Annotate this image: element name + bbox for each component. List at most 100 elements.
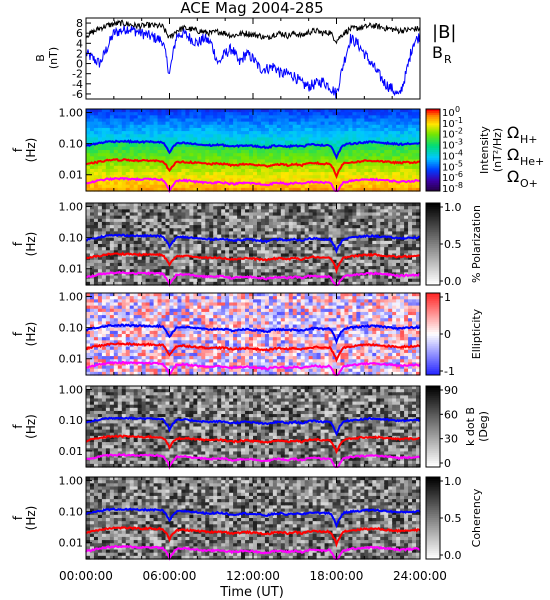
intensity-colorbar-label: Intensity [478,126,491,174]
polarization-colorbar [426,203,440,286]
ellipticity-h-plus-line [85,323,421,345]
intensity-colorbar-tick-label: 10 [442,119,455,130]
intensity-he-plus-line [85,158,421,180]
intensity-colorbar-tick-label: 10 [442,184,455,195]
coherency-y-label-unit: (Hz) [24,506,38,531]
intensity-colorbar-frame [425,108,441,192]
legend-omega-he-plus-sub: He+ [520,155,544,168]
intensity-colorbar-tick-label: 10 [442,151,455,162]
kdotb-y-tick-label: 1.00 [59,384,84,397]
ellipticity-y-label: f [11,331,25,336]
kdotb-colorbar [426,386,440,468]
intensity-colorbar-tick-label: 10 [442,173,455,184]
legend-omega-h-plus-sub: H+ [520,133,538,146]
legend-b-radial: B [432,43,443,62]
coherency-he-plus-line [85,526,421,548]
field-y-tick-label: 6 [76,27,83,40]
coherency-y-tick-label: 0.10 [59,506,84,519]
polarization-colorbar-tick-label: 1.0 [444,201,462,214]
kdotb-colorbar-tick-label: 90 [444,384,458,397]
polarization-h-plus-line [85,233,420,254]
polarization-y-tick-label: 0.01 [59,263,84,276]
field-y-label-unit: (nT) [47,47,60,69]
kdotb-colorbar-label: k dot B [464,407,477,446]
intensity-y-label-unit: (Hz) [24,138,38,163]
spectrogram-images [86,109,440,560]
kdotb-h-plus-line [85,416,421,437]
kdotb-colorbar-tick-label: 60 [444,408,458,421]
coherency-y-tick-label: 0.01 [59,537,84,550]
field-y-tick-label: -4 [72,78,83,91]
intensity-y-tick-label: 0.10 [59,138,84,151]
x-tick-label: 00:00:00 [59,569,113,583]
x-tick-label: 12:00:00 [226,569,280,583]
ellipticity-y-tick-label: 1.00 [59,291,84,304]
intensity-colorbar-tick-label: 10 [442,162,455,173]
coherency-colorbar-tick-label: 1.0 [444,475,462,488]
kdotb-o-plus-line [85,453,421,470]
coherency-o-plus-line [85,544,421,561]
intensity-h-plus-line [85,139,421,160]
ellipticity-he-plus-line [85,341,421,363]
ellipticity-o-plus-line [85,360,421,377]
coherency-colorbar-tick-label: 0.5 [444,512,462,525]
figure-title: ACE Mag 2004-285 [180,0,323,17]
axes-layer [85,17,443,560]
polarization-y-label: f [11,241,25,246]
kdotb-colorbar-tick-label: 0 [444,457,451,470]
kdotb-colorbar-label-unit: (Deg) [477,411,490,442]
ellipticity-colorbar-tick-label: 0 [444,328,451,341]
ellipticity-y-tick-label: 0.10 [59,322,84,335]
polarization-y-tick-label: 0.10 [59,232,84,245]
ellipticity-y-label-unit: (Hz) [24,322,38,347]
intensity-y-tick-label: 0.01 [59,169,84,182]
x-tick-label: 24:00:00 [393,569,447,583]
field-y-tick-label: 0 [76,58,83,71]
kdotb-colorbar-frame [425,385,441,468]
intensity-colorbar-tick-label: 10 [442,108,455,119]
coherency-y-tick-label: 1.00 [59,475,84,488]
ellipticity-colorbar-tick-label: 1 [444,291,451,304]
field-y-tick-label: -2 [72,68,83,81]
coherency-h-plus-line [85,507,421,529]
polarization-he-plus-line [85,251,421,275]
coherency-colorbar-label: Coherency [470,488,483,547]
x-tick-label: 18:00:00 [310,569,364,583]
polarization-o-plus-line [85,270,421,287]
intensity-colorbar-tick-label: 10 [442,130,455,141]
kdotb-colorbar-tick-label: 30 [444,433,458,446]
coherency-colorbar [426,477,440,560]
kdotb-y-tick-label: 0.01 [59,445,84,458]
intensity-colorbar-label-unit: (nT²/Hz) [491,128,504,172]
legend-b-total: |B| [432,22,456,43]
intensity-colorbar-tick-exponent: -5 [455,159,463,168]
kdotb-y-tick-label: 0.10 [59,414,84,427]
coherency-y-label: f [11,515,25,520]
ellipticity-colorbar [426,293,440,376]
legend-b-radial-sub: R [444,53,452,66]
intensity-colorbar [426,109,440,192]
intensity-colorbar-tick-exponent: 0 [455,105,460,114]
intensity-colorbar-tick-exponent: -8 [455,181,463,190]
field-y-tick-label: 2 [76,47,83,60]
series-b-radial-line [85,24,421,99]
field-y-tick-label: 8 [76,17,83,30]
intensity-colorbar-tick-exponent: -4 [455,148,463,157]
polarization-colorbar-tick-label: 0.0 [444,275,462,288]
ellipticity-colorbar-tick-label: -1 [444,365,455,378]
kdotb-y-label: f [11,424,25,429]
intensity-colorbar-tick-label: 10 [442,141,455,152]
intensity-y-tick-label: 1.00 [59,107,84,120]
ellipticity-colorbar-label: Ellipticity [470,308,483,359]
intensity-o-plus-line [85,176,420,193]
field-y-label: B [34,54,47,62]
polarization-colorbar-tick-label: 0.5 [444,238,462,251]
legend-omega-o-plus-sub: O+ [520,177,538,190]
x-tick-label: 06:00:00 [143,569,197,583]
data-lines [85,19,421,561]
intensity-colorbar-tick-exponent: -2 [455,127,463,136]
polarization-y-tick-label: 1.00 [59,201,84,214]
field-y-tick-label: -6 [72,88,83,101]
